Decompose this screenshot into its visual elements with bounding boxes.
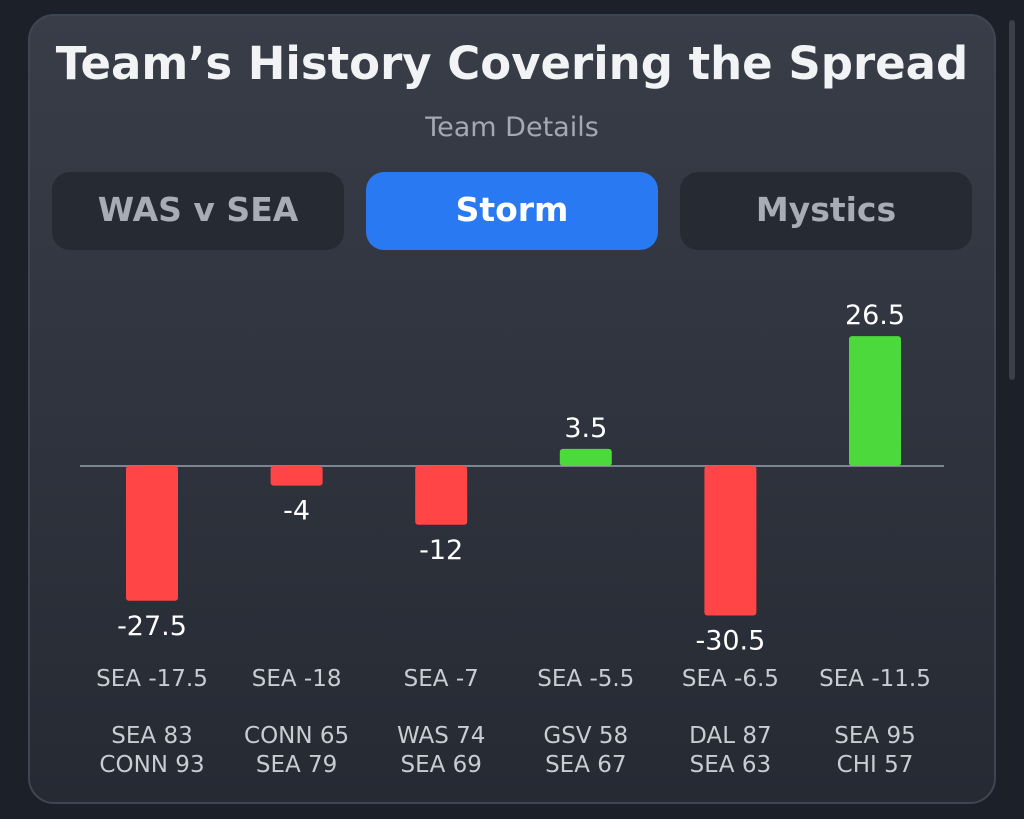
score-label-5-1: DAL 87 — [689, 723, 771, 749]
bar-2 — [270, 466, 323, 486]
spread-label-6: SEA -11.5 — [819, 666, 931, 692]
spread-label-2: SEA -18 — [252, 666, 342, 692]
bar-value-label-3: -12 — [419, 535, 463, 566]
tab-matchup[interactable]: WAS v SEA — [52, 172, 344, 250]
score-label-4-1: GSV 58 — [543, 723, 628, 749]
bar-value-label-2: -4 — [283, 496, 310, 527]
spread-label-1: SEA -17.5 — [96, 666, 208, 692]
spread-history-card — [28, 14, 996, 804]
score-label-4-2: SEA 67 — [545, 752, 626, 778]
team-tabs: WAS v SEA Storm Mystics — [52, 172, 972, 250]
score-label-6-2: CHI 57 — [837, 752, 914, 778]
bar-value-label-5: -30.5 — [695, 625, 765, 656]
score-label-1-1: SEA 83 — [111, 723, 192, 749]
bar-4 — [559, 448, 612, 466]
tab-storm[interactable]: Storm — [366, 172, 658, 250]
bar-value-label-6: 26.5 — [845, 300, 905, 331]
score-label-3-1: WAS 74 — [397, 723, 485, 749]
bar-3 — [415, 466, 468, 525]
page-subtitle: Team Details — [425, 112, 599, 143]
spread-label-4: SEA -5.5 — [537, 666, 634, 692]
bar-value-label-4: 3.5 — [564, 413, 607, 444]
score-label-2-2: SEA 79 — [256, 752, 337, 778]
tab-mystics[interactable]: Mystics — [680, 172, 972, 250]
score-label-3-2: SEA 69 — [400, 752, 481, 778]
spread-label-3: SEA -7 — [404, 666, 479, 692]
scrollbar[interactable] — [1009, 20, 1015, 380]
spread-label-5: SEA -6.5 — [682, 666, 779, 692]
score-label-2-1: CONN 65 — [244, 723, 349, 749]
bar-6 — [849, 336, 901, 466]
bar-value-label-1: -27.5 — [117, 611, 187, 642]
bar-1 — [126, 466, 178, 601]
bar-5 — [704, 466, 757, 616]
score-label-5-2: SEA 63 — [690, 752, 771, 778]
score-label-1-2: CONN 93 — [99, 752, 204, 778]
score-label-6-1: SEA 95 — [834, 723, 915, 749]
page-title: Team’s History Covering the Spread — [55, 37, 969, 90]
